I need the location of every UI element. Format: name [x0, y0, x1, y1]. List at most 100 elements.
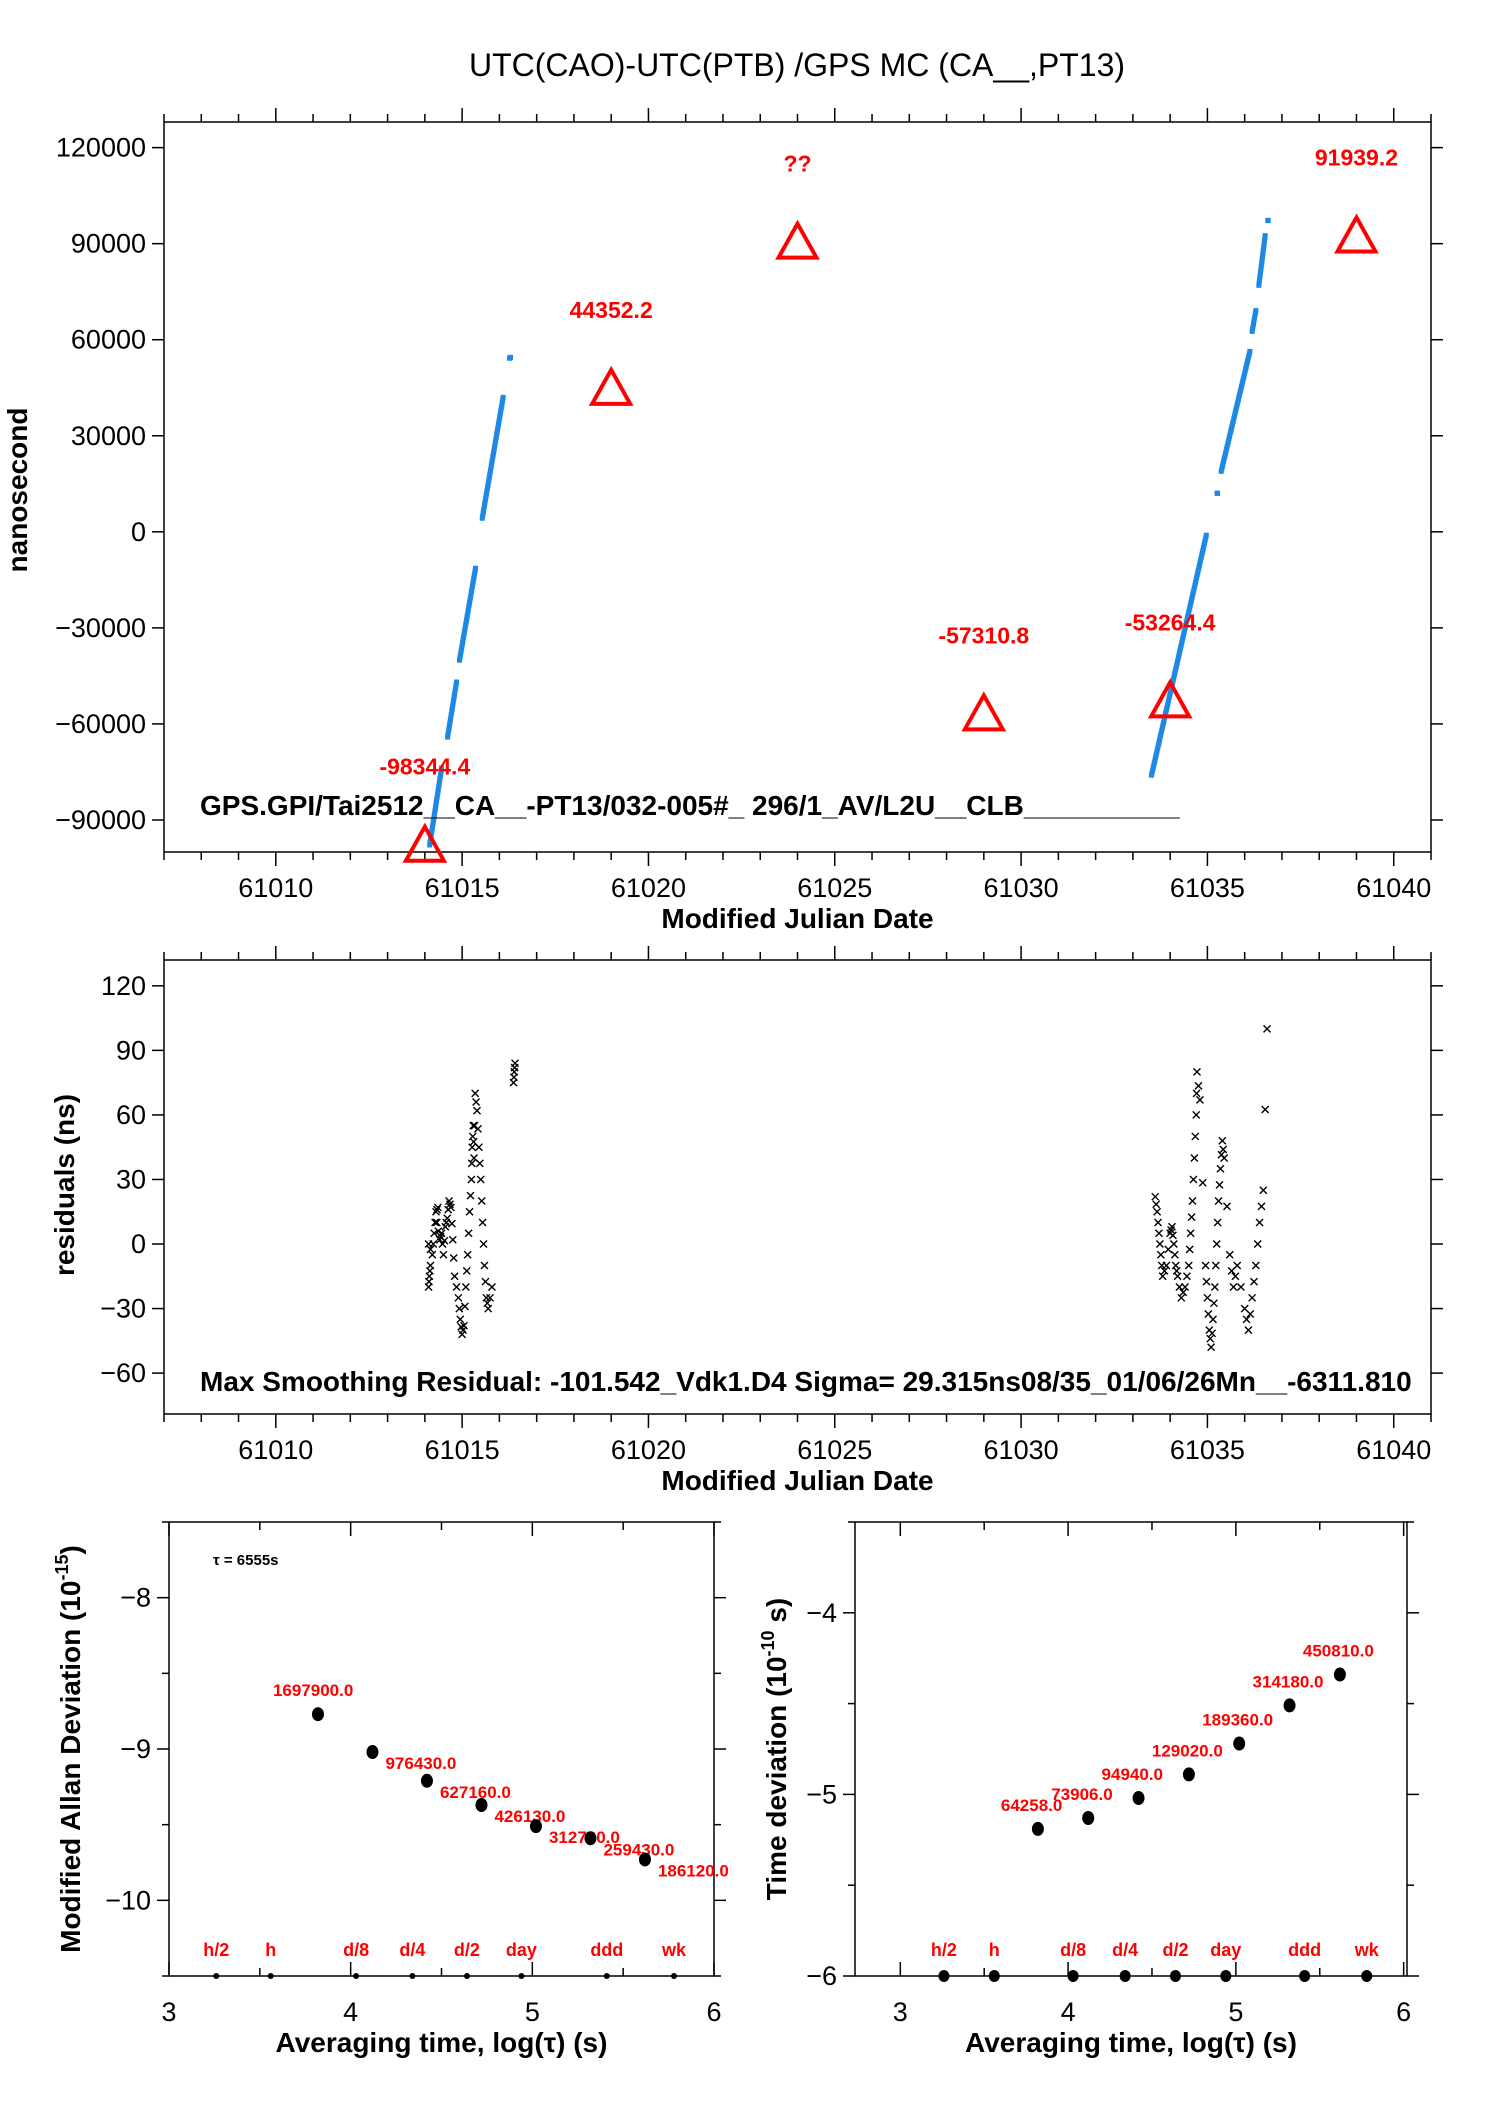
reference-mark-label: ddd: [590, 1940, 623, 1960]
residual-point: [1257, 1202, 1266, 1211]
data-point: [488, 462, 494, 468]
residual-point: [473, 1124, 482, 1133]
residual-point: [511, 1059, 520, 1068]
data-point: [480, 513, 486, 519]
residual-point: [1249, 1277, 1258, 1286]
reference-mark: [409, 1973, 416, 1979]
y-tick-label: 0: [131, 517, 146, 547]
residual-point: [1208, 1329, 1217, 1338]
data-point: [638, 1852, 651, 1867]
residual-point: [1185, 1245, 1194, 1254]
residual-point: [1214, 1196, 1223, 1205]
reference-mark: [213, 1973, 220, 1979]
y-tick-label: 90: [116, 1035, 146, 1065]
residual-point: [1231, 1272, 1240, 1281]
x-tick-label: 4: [343, 1997, 358, 2027]
reference-mark: [1067, 1970, 1079, 1982]
residual-point: [480, 1261, 489, 1270]
reference-mark-label: h/2: [203, 1940, 229, 1960]
y-axis-title: nanosecond: [2, 408, 33, 573]
data-point: [489, 460, 495, 466]
marker-label: 91939.2: [1315, 144, 1398, 170]
data-point: [447, 717, 453, 723]
data-label: 976430.0: [385, 1754, 456, 1773]
residual-point: [1191, 1132, 1200, 1141]
data-point: [366, 1745, 379, 1760]
residual-point: [1198, 1178, 1207, 1187]
x-tick-label: 5: [525, 1997, 540, 2027]
residual-point: [1233, 1261, 1242, 1270]
data-point: [499, 399, 505, 405]
x-tick-label: 3: [893, 1997, 908, 2027]
residual-point: [454, 1293, 463, 1302]
triangle-marker: [1334, 213, 1379, 254]
x-tick-label: 61020: [611, 1435, 686, 1465]
data-point: [1182, 1767, 1195, 1782]
residual-point: [456, 1315, 465, 1324]
data-point: [479, 515, 485, 521]
data-point: [482, 498, 488, 504]
x-tick-label: 61025: [797, 873, 872, 903]
data-label: 186120.0: [658, 1861, 729, 1880]
data-point: [1251, 318, 1257, 324]
y-axis-title: Modified Allan Deviation (10-15): [52, 1545, 86, 1953]
residual-point: [467, 1175, 476, 1184]
data-point: [508, 354, 514, 360]
marker-label: ??: [783, 151, 811, 177]
reference-mark-label: wk: [661, 1940, 687, 1960]
x-axis-title: Averaging time, log(τ) (s): [276, 2027, 608, 2058]
residual-point: [469, 1121, 478, 1130]
data-point: [1251, 321, 1257, 327]
data-point: [1265, 217, 1271, 223]
residual-point: [431, 1218, 440, 1227]
reference-mark: [518, 1973, 525, 1979]
residual-point: [428, 1250, 437, 1259]
x-tick-label: 6: [706, 1997, 721, 2027]
reference-mark-label: day: [506, 1940, 537, 1960]
residual-point: [481, 1277, 490, 1286]
data-point: [488, 467, 494, 473]
time-series-plot: 61010 61015 61020 61025 61030 61035 61040 12000…: [2, 108, 1443, 934]
y-tick-label: −9: [120, 1734, 151, 1764]
residual-point: [459, 1321, 468, 1330]
residual-point: [449, 1254, 458, 1262]
y-tick-label: 120000: [56, 133, 146, 163]
residual-point: [473, 1106, 482, 1115]
residual-point: [1202, 1277, 1211, 1286]
data-point: [445, 734, 451, 740]
residual-point: [1154, 1229, 1163, 1238]
x-tick-label: 61035: [1170, 873, 1245, 903]
residual-point: [1169, 1240, 1178, 1249]
data-point: [484, 488, 490, 494]
x-tick-label: 3: [161, 1997, 176, 2027]
data-point: [446, 727, 452, 733]
residual-point: [1203, 1293, 1212, 1302]
residual-point: [1219, 1145, 1228, 1154]
x-axis-title: Modified Julian Date: [661, 903, 933, 934]
y-axis-title-exponent: -15: [52, 1554, 72, 1580]
data-point: [490, 452, 496, 458]
data-point: [487, 472, 493, 478]
residual-point: [426, 1245, 435, 1254]
triangle-marker: [961, 691, 1007, 732]
residual-point: [476, 1175, 485, 1184]
y-tick-label: 0: [131, 1229, 146, 1259]
data-point: [498, 404, 504, 410]
data-point: [529, 1819, 542, 1834]
allan-deviation-plot: 3 4 5 6 −8 −9 −10 Averaging time, log(τ) (s) Mod…: [52, 1521, 729, 2058]
data-point: [494, 432, 500, 438]
data-point: [449, 707, 455, 713]
data-point: [449, 704, 455, 710]
reference-mark: [938, 1970, 950, 1982]
residual-point: [1156, 1250, 1165, 1259]
data-point: [450, 699, 456, 705]
data-label: 1697900.0: [273, 1681, 353, 1700]
data-point: [448, 714, 454, 720]
data-point: [495, 422, 501, 428]
residual-point: [465, 1207, 474, 1216]
y-axis-title: residuals (ns): [49, 1094, 80, 1276]
data-label: 64258.0: [1001, 1796, 1062, 1815]
triangle-marker: [402, 822, 448, 863]
residual-point: [437, 1229, 446, 1238]
residual-point: [1181, 1283, 1190, 1292]
